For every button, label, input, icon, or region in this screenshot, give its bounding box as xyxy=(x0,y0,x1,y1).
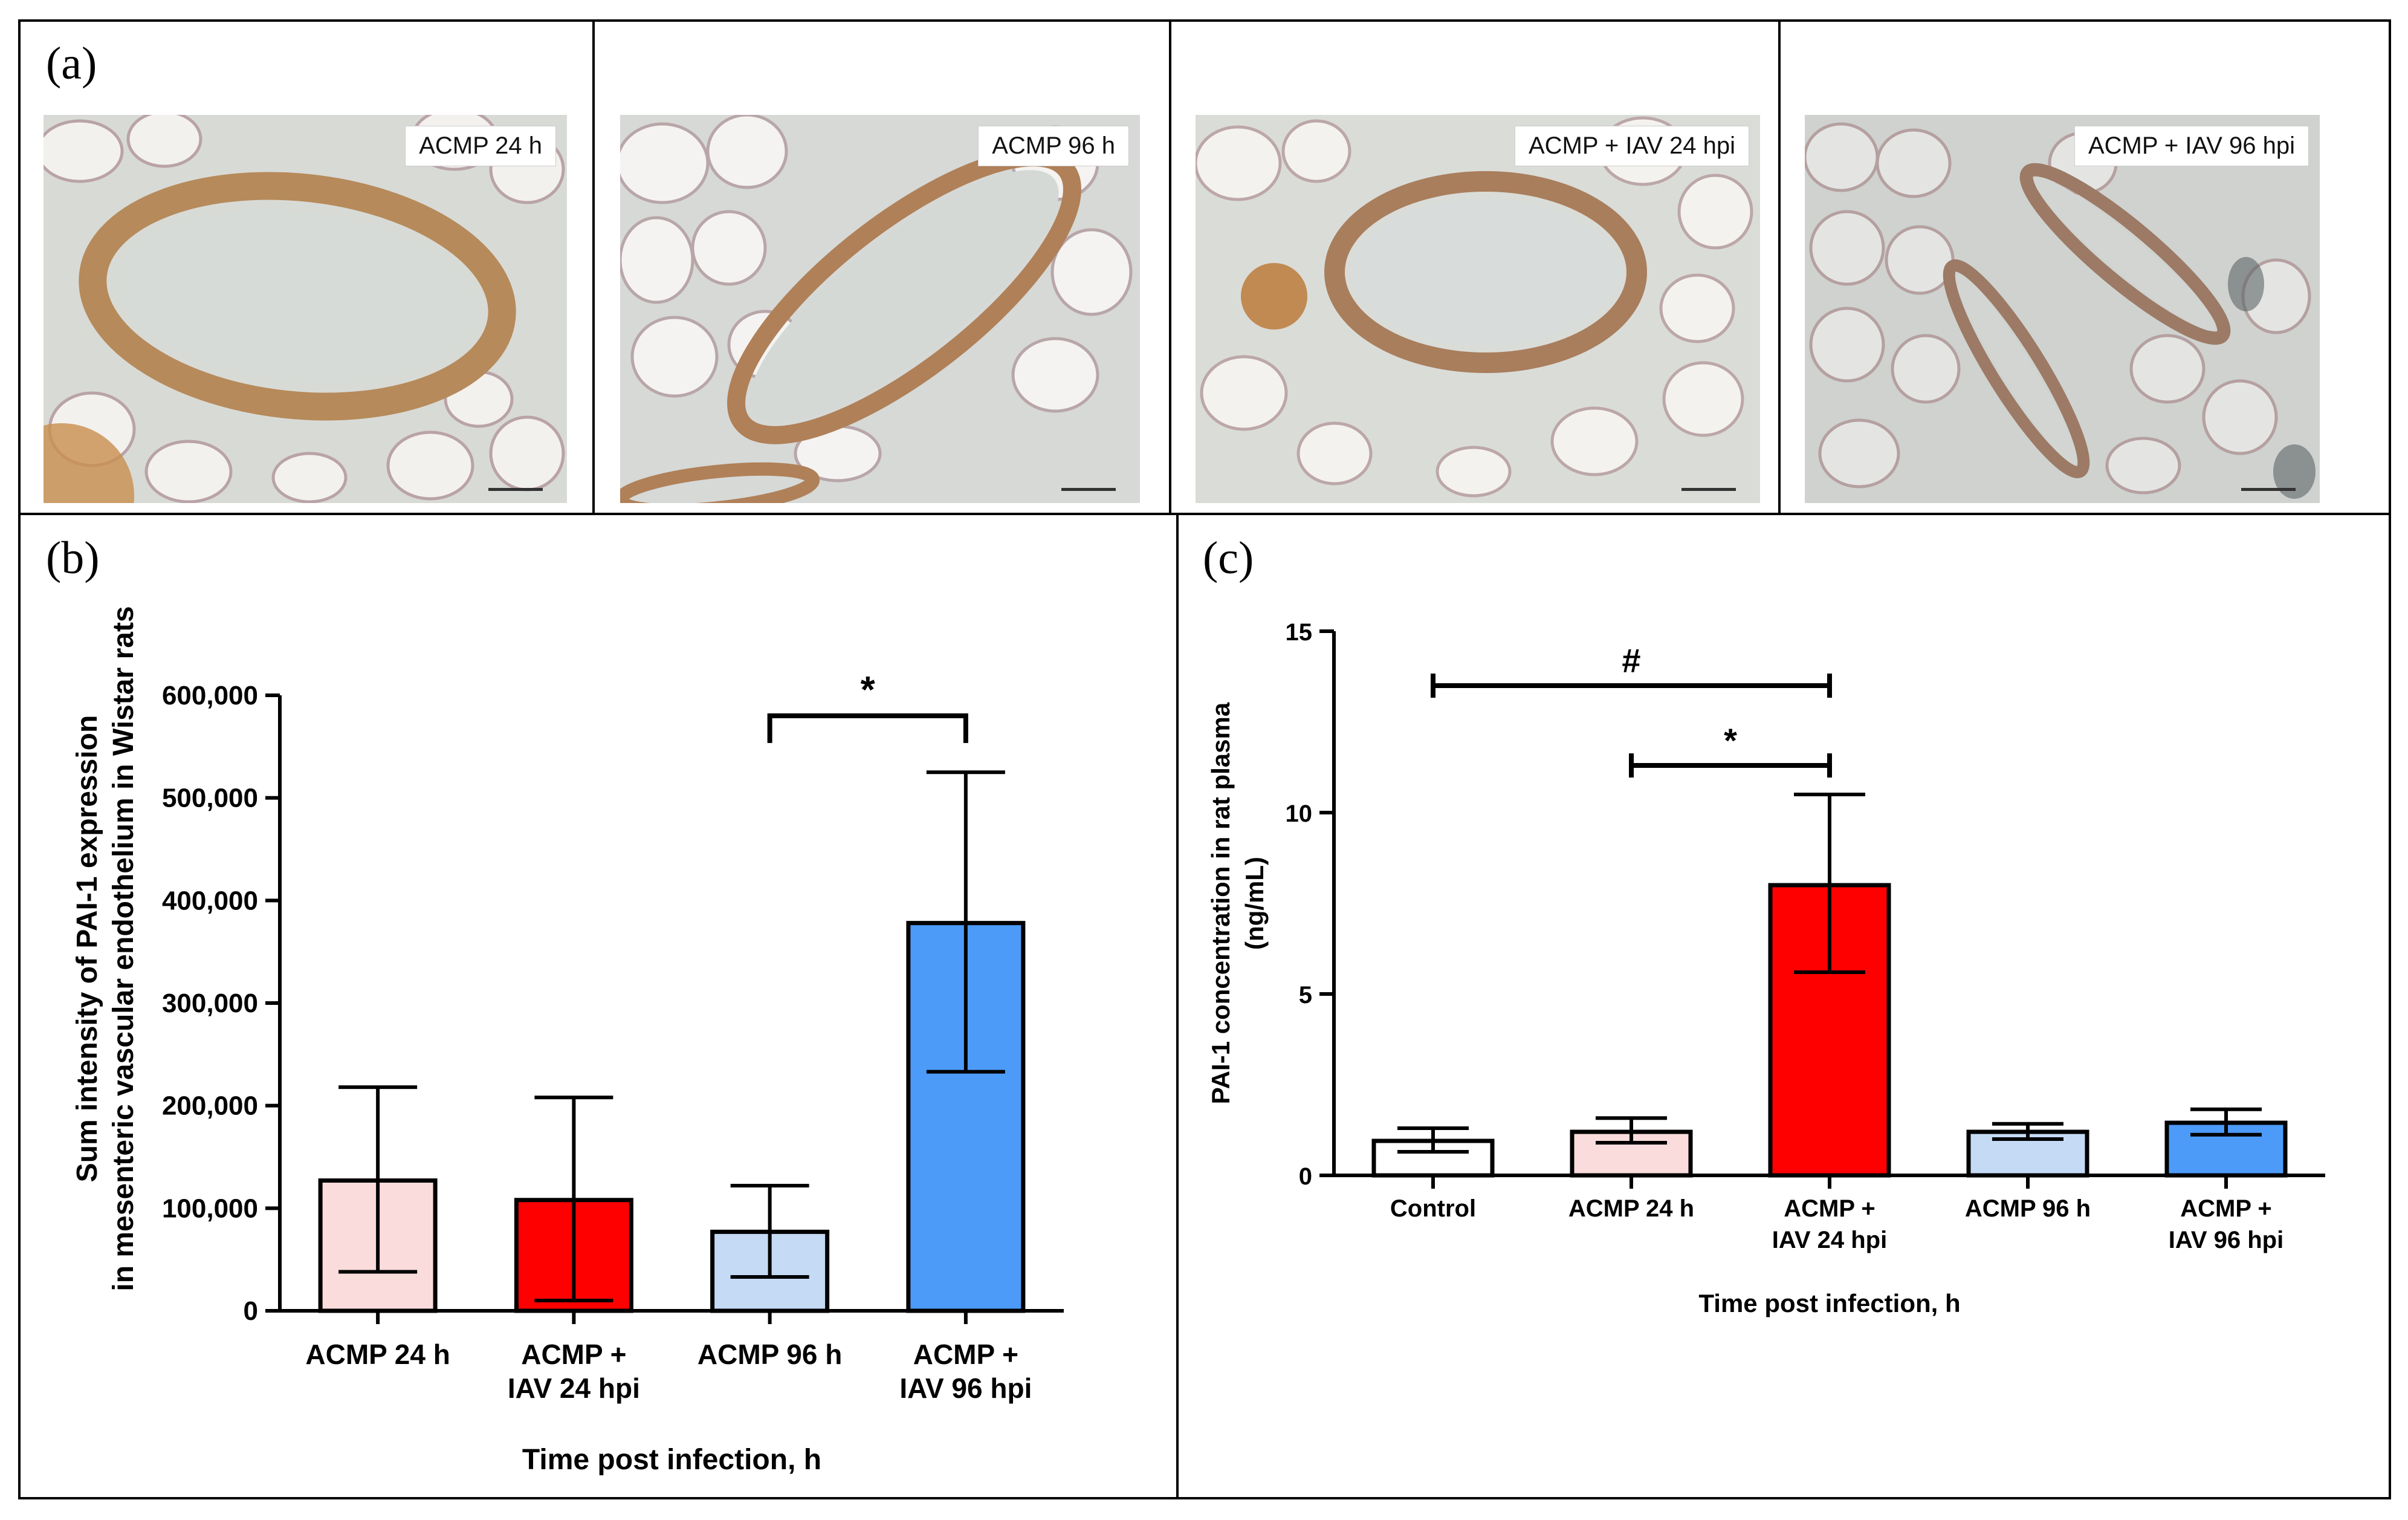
y-tick-label: 600,000 xyxy=(162,681,258,710)
vessel-wall-4b xyxy=(1943,259,2090,478)
micrograph-3-image xyxy=(1196,115,1760,503)
row-divider xyxy=(18,513,2391,515)
y-tick-label: 200,000 xyxy=(162,1091,258,1121)
y-tick-label: 15 xyxy=(1286,619,1313,646)
figure-frame xyxy=(18,19,2391,1499)
adipocytes-3 xyxy=(1196,116,1753,498)
x-tick-label: ACMP 24 h xyxy=(305,1339,450,1370)
panel-letter-b: (b) xyxy=(46,533,100,583)
dark-smudge-4a xyxy=(2228,257,2264,311)
bar xyxy=(1966,1129,2089,1178)
y-tick-label: 10 xyxy=(1286,801,1313,827)
y-tick-label: 0 xyxy=(1299,1163,1312,1190)
dark-smudge-4b xyxy=(2273,444,2316,499)
vessel-wall-3 xyxy=(1324,171,1647,373)
micrograph-4-image xyxy=(1805,115,2320,503)
x-tick-label: ACMP + xyxy=(1784,1195,1876,1222)
x-tick-label: IAV 96 hpi xyxy=(2169,1227,2283,1253)
x-tick-label: ACMP + xyxy=(2180,1195,2272,1222)
x-tick-label: IAV 24 hpi xyxy=(508,1372,640,1404)
tissue-blob-3 xyxy=(1241,263,1307,330)
micrograph-1-label: ACMP 24 h xyxy=(405,126,556,166)
micrograph-4-label: ACMP + IAV 96 hpi xyxy=(2074,126,2309,166)
y-tick-label: 5 xyxy=(1299,982,1312,1008)
y-tick-label: 300,000 xyxy=(162,989,258,1018)
col-divider-2 xyxy=(1169,19,1171,514)
y-axis-label: Sum intensity of PAI-1 expression xyxy=(71,715,103,1183)
panel-letter-a: (a) xyxy=(46,38,97,89)
significance-bracket xyxy=(767,713,968,743)
vessel-wall-1 xyxy=(79,172,516,421)
significance-marker: * xyxy=(861,669,876,711)
vessel-small-2 xyxy=(620,462,820,503)
y-axis-label: PAI-1 concentration in rat plasma xyxy=(1206,702,1235,1104)
x-tick-label: ACMP + xyxy=(521,1339,626,1370)
x-tick-label: ACMP 24 h xyxy=(1568,1195,1694,1222)
vessel-lumen-2 xyxy=(749,170,1059,423)
col-divider-bottom xyxy=(1176,513,1179,1499)
vessel-lumen-3 xyxy=(1351,198,1620,346)
significance-marker: # xyxy=(1622,641,1640,680)
micrograph-2: ACMP 96 h xyxy=(620,115,1140,503)
bar xyxy=(1768,883,1891,1178)
col-divider-3 xyxy=(1778,19,1781,514)
vessel-wall-2 xyxy=(727,148,1081,444)
x-tick-label: Control xyxy=(1390,1195,1476,1222)
scale-bar-1 xyxy=(488,488,543,491)
x-tick-label: ACMP 96 h xyxy=(1965,1195,2091,1222)
vessel-lumen-4a xyxy=(2034,177,2216,331)
micrograph-1: ACMP 24 h xyxy=(44,115,567,503)
y-tick-label: 0 xyxy=(244,1296,258,1326)
y-tick-label: 100,000 xyxy=(162,1194,258,1223)
y-tick-label: 400,000 xyxy=(162,886,258,915)
scale-bar-3 xyxy=(1681,488,1736,491)
scale-bar-2 xyxy=(1061,488,1116,491)
significance-marker: * xyxy=(1724,721,1737,759)
micrograph-3-label: ACMP + IAV 24 hpi xyxy=(1514,126,1749,166)
y-tick-label: 500,000 xyxy=(162,784,258,813)
micrograph-2-label: ACMP 96 h xyxy=(978,126,1129,166)
x-tick-label: ACMP 96 h xyxy=(697,1339,842,1370)
x-tick-label: IAV 96 hpi xyxy=(899,1372,1032,1404)
vessel-lumen-4b xyxy=(1955,273,2077,464)
vessel-lumen-1 xyxy=(117,210,478,383)
x-tick-label: IAV 24 hpi xyxy=(1772,1227,1887,1253)
scale-bar-4 xyxy=(2241,488,2296,491)
tissue-blob-1 xyxy=(44,423,134,503)
y-axis-label: (ng/mL) xyxy=(1240,857,1269,950)
col-divider-1 xyxy=(592,19,595,514)
vessel-wall-4a xyxy=(2019,163,2231,345)
micrograph-2-image xyxy=(620,115,1140,503)
micrograph-4: ACMP + IAV 96 hpi xyxy=(1805,115,2320,503)
x-tick-label: ACMP + xyxy=(913,1339,1018,1370)
x-axis-label: Time post infection, h xyxy=(1698,1289,1960,1317)
x-axis-label: Time post infection, h xyxy=(522,1444,821,1476)
panel-letter-c: (c) xyxy=(1203,533,1254,583)
micrograph-1-image xyxy=(44,115,567,503)
micrograph-3: ACMP + IAV 24 hpi xyxy=(1196,115,1760,503)
y-axis-label: in mesenteric vascular endothelium in Wi… xyxy=(108,606,140,1291)
